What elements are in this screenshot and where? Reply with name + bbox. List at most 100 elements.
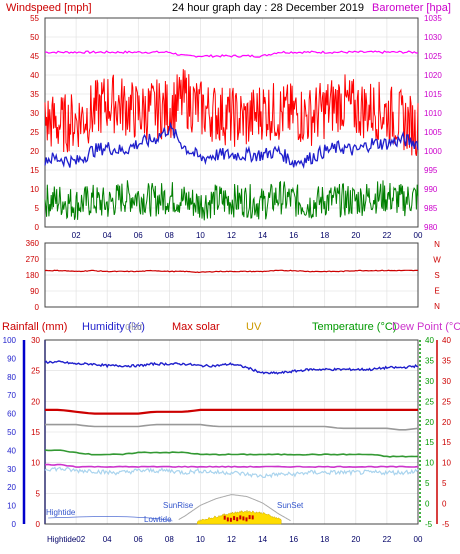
- wind-y-tick-label: 45: [30, 52, 39, 61]
- compass-label: E: [434, 287, 439, 296]
- wind-panel-series: [44, 50, 419, 221]
- temperature-y-tick-label: 10: [425, 459, 434, 468]
- rainfall-y-tick-label: 0: [36, 520, 41, 529]
- rainfall-y-tick-label: 25: [31, 367, 40, 376]
- compass-label: S: [434, 271, 439, 280]
- x-tick-label: 06: [134, 535, 143, 544]
- chart-title: 24 hour graph day : 28 December 2019: [172, 2, 364, 14]
- dewpoint-axis-label: Dew Point (°C): [392, 321, 460, 333]
- direction-y-tick-label: 90: [30, 287, 39, 296]
- max-solar-curve: [178, 494, 291, 522]
- hightide-label: Hightide: [46, 508, 76, 517]
- wind-y-tick-label: 40: [30, 71, 39, 80]
- wind-y-tick-label: 0: [35, 223, 40, 232]
- dewpoint-y-tick-label: 35: [442, 356, 451, 365]
- rainfall-y-tick-label: 20: [31, 397, 40, 406]
- direction-y-tick-label: 180: [26, 271, 40, 280]
- rainfall-y-tick-label: 30: [31, 336, 40, 345]
- direction-y-tick-label: 0: [35, 303, 40, 312]
- windspeed-axis-label: Windspeed [mph]: [6, 2, 92, 14]
- humidity-axis-label: Humidity (%): [82, 321, 145, 333]
- dewpoint-y-tick-label: -5: [442, 520, 450, 529]
- temperature-y-tick-label: 0: [425, 500, 430, 509]
- barometer-line: [44, 50, 419, 58]
- humidity-y-tick-label: 70: [7, 391, 16, 400]
- uv-blip: [226, 517, 229, 522]
- humidity-line: [44, 360, 419, 375]
- uv-blip: [233, 516, 236, 521]
- x-tick-label: 06: [134, 231, 143, 240]
- x-tick-label: 04: [103, 535, 112, 544]
- direction-panel-frame: [44, 242, 419, 308]
- barometer-y-tick-label: 1020: [424, 71, 442, 80]
- temperature-y-tick-label: 40: [425, 336, 434, 345]
- x-tick-label: 22: [382, 231, 391, 240]
- temperature-y-tick-label: -5: [425, 520, 433, 529]
- sensor-panel-ticks: 0102030405060708090100051015202530-50510…: [3, 336, 452, 544]
- wind-green-line: [44, 180, 419, 221]
- dewpoint-y-tick-label: 40: [442, 336, 451, 345]
- wind-direction-line: [44, 269, 419, 274]
- temperature-line: [44, 449, 419, 458]
- humidity-y-tick-label: 60: [7, 410, 16, 419]
- x-tick-label: 00: [414, 231, 423, 240]
- barometer-y-tick-label: 1035: [424, 14, 442, 23]
- direction-y-tick-label: 360: [26, 239, 40, 248]
- x-tick-label: 10: [196, 231, 205, 240]
- humidity-y-tick-label: 50: [7, 428, 16, 437]
- uv-blip: [248, 515, 251, 520]
- barometer-y-tick-label: 990: [424, 185, 438, 194]
- uv-axis-label: UV: [246, 321, 262, 333]
- x-tick-label: 22: [382, 535, 391, 544]
- temperature-y-tick-label: 30: [425, 377, 434, 386]
- humidity-y-tick-label: 40: [7, 446, 16, 455]
- humidity-y-tick-label: 80: [7, 373, 16, 382]
- x-tick-label: 18: [320, 231, 329, 240]
- uv-blip: [245, 517, 248, 522]
- direction-y-tick-label: 270: [26, 255, 40, 264]
- dewpoint-y-tick-label: 5: [442, 479, 447, 488]
- temperature-y-tick-label: 20: [425, 418, 434, 427]
- wind-y-tick-label: 55: [30, 14, 39, 23]
- wind-y-tick-label: 50: [30, 33, 39, 42]
- direction-panel-grid: [45, 242, 419, 308]
- barometer-axis-label: Barometer [hpa]: [372, 2, 451, 14]
- temperature-y-tick-label: 5: [425, 479, 430, 488]
- rainfall-axis-label: Rainfall (mm): [2, 321, 67, 333]
- lowtide-label: Lowtide: [144, 515, 172, 524]
- wind-y-tick-label: 15: [30, 166, 39, 175]
- compass-label: W: [433, 256, 441, 265]
- x-tick-label: 08: [165, 231, 174, 240]
- humidity-y-tick-label: 30: [7, 465, 16, 474]
- x-tick-label: 04: [103, 231, 112, 240]
- barometer-y-tick-label: 1015: [424, 90, 442, 99]
- temperature-y-tick-label: 25: [425, 397, 434, 406]
- tide-curve: [48, 516, 173, 522]
- light-blue-line: [44, 466, 419, 479]
- max-solar-axis-label: Max solar: [172, 321, 220, 333]
- rainfall-y-tick-label: 10: [31, 459, 40, 468]
- humidity-y-tick-label: 100: [3, 336, 17, 345]
- dewpoint-y-tick-label: 15: [442, 438, 451, 447]
- barometer-y-tick-label: 1030: [424, 33, 442, 42]
- sunset-label: SunSet: [277, 501, 304, 510]
- solar-fill: [197, 509, 282, 525]
- uv-blip: [239, 515, 242, 520]
- temperature-y-tick-label: 35: [425, 356, 434, 365]
- wind-y-tick-label: 35: [30, 90, 39, 99]
- compass-label: N: [434, 302, 440, 311]
- x-tick-label: 18: [320, 535, 329, 544]
- x-tick-label: 14: [258, 535, 267, 544]
- x-tick-label: 02: [72, 231, 81, 240]
- wind-y-tick-label: 30: [30, 109, 39, 118]
- dewpoint-y-tick-label: 10: [442, 459, 451, 468]
- dewpoint-y-tick-label: 20: [442, 418, 451, 427]
- barometer-y-tick-label: 1005: [424, 128, 442, 137]
- compass-label: N: [434, 240, 440, 249]
- temperature-axis-label: Temperature (°C): [312, 321, 396, 333]
- barometer-y-tick-label: 1025: [424, 52, 442, 61]
- humidity-y-tick-label: 0: [12, 520, 17, 529]
